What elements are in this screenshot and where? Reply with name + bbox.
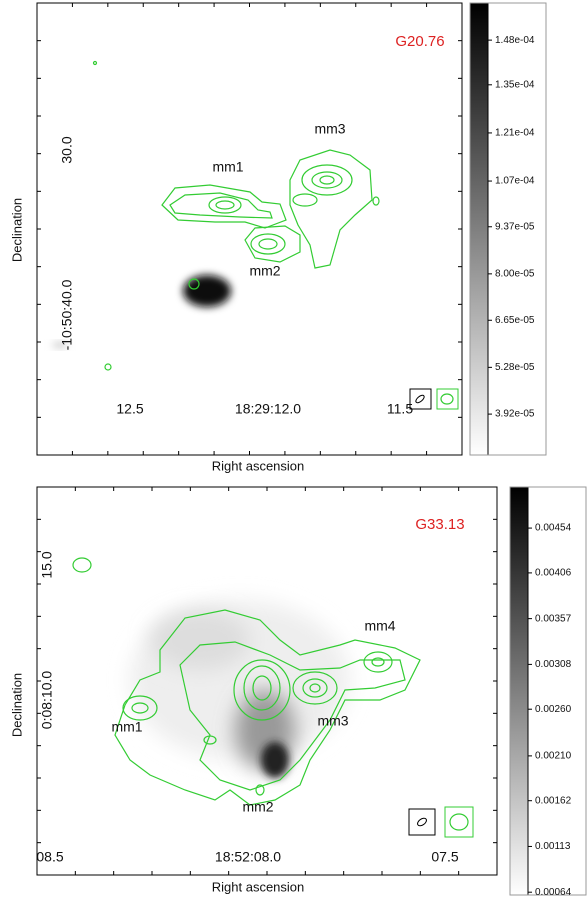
colorbar-tick-label: 1.21e-04 <box>495 128 535 139</box>
x-tick-label: 18:29:12.0 <box>235 401 301 417</box>
source-label: mm2 <box>242 799 273 815</box>
y-tick-label: -10:50:40.0 <box>59 279 75 350</box>
colorbar-tick-label: 0.00260 <box>535 704 572 715</box>
y-tick-label: 30.0 <box>59 136 75 163</box>
source-label: mm1 <box>111 719 142 735</box>
colorbar-tick-label: 5.28e-05 <box>495 362 535 373</box>
colorbar-tick-label: 1.48e-04 <box>495 35 535 46</box>
source-label: mm1 <box>212 159 243 175</box>
panel-title: G33.13 <box>415 516 464 533</box>
frame <box>36 2 463 456</box>
colorbar-tick-label: 6.65e-05 <box>495 315 535 326</box>
source-label: mm3 <box>317 713 348 729</box>
colorbar-tick-label: 0.00357 <box>535 613 572 624</box>
y-tick-label: 0:08:10.0 <box>39 671 55 730</box>
colorbar-tick-label: 1.35e-04 <box>495 79 535 90</box>
colorbar-tick-label: 0.00064 <box>535 887 572 898</box>
colorbar-tick-label: 3.92e-05 <box>495 409 535 420</box>
colorbar-tick-label: 0.00454 <box>535 523 572 534</box>
colorbar-tick-label: 0.00406 <box>535 568 572 579</box>
colorbar <box>469 2 489 456</box>
y-tick-label: 15.0 <box>39 551 55 578</box>
colorbar-tick-label: 0.00308 <box>535 659 572 670</box>
colorbar <box>509 486 529 896</box>
panel-1-image <box>52 60 459 410</box>
colorbar-tick-label: 0.00162 <box>535 795 572 806</box>
colorbar-frame <box>469 2 547 456</box>
colorbar-tick-label: 1.07e-04 <box>495 176 535 187</box>
x-tick-label: 07.5 <box>431 849 458 865</box>
panel-title: G20.76 <box>395 33 444 50</box>
x-tick-label: 12.5 <box>116 401 143 417</box>
source-label: mm2 <box>249 263 280 279</box>
x-axis-label: Right ascension <box>212 879 305 894</box>
colorbar-tick-label: 0.00113 <box>535 841 571 852</box>
panel-2-image <box>72 557 474 838</box>
source-label: mm3 <box>314 121 345 137</box>
y-axis-label: Declination <box>9 673 24 737</box>
source-label: mm4 <box>364 618 395 634</box>
y-axis-label: Declination <box>9 198 24 262</box>
x-tick-label: 08.5 <box>36 849 63 865</box>
colorbar-tick-label: 8.00e-05 <box>495 268 535 279</box>
x-tick-label: 18:52:08.0 <box>215 849 281 865</box>
x-tick-label: 11.5 <box>387 401 413 417</box>
colorbar-frame <box>509 486 587 896</box>
colorbar-tick-label: 9.37e-05 <box>495 221 535 232</box>
colorbar-tick-label: 0.00210 <box>535 751 572 762</box>
x-axis-label: Right ascension <box>212 458 305 473</box>
